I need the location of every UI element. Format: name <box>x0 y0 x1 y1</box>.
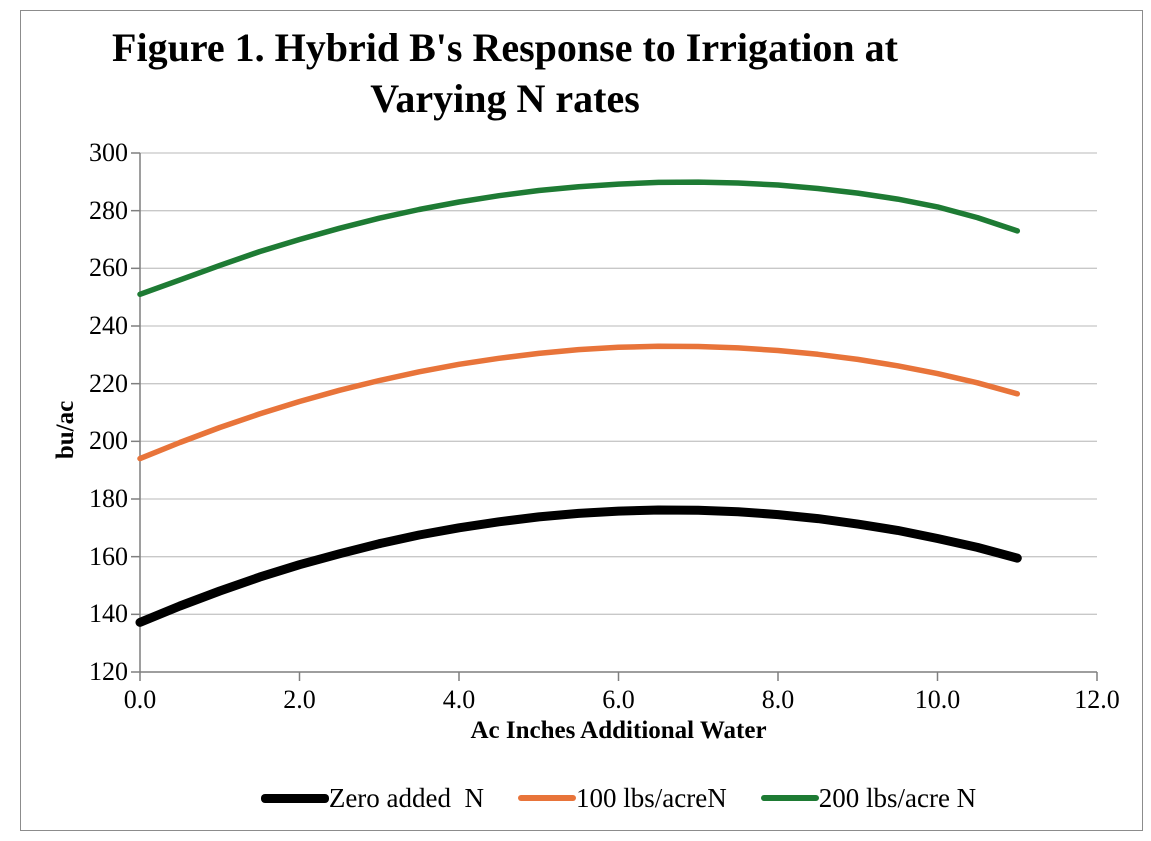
chart-frame <box>20 10 1143 831</box>
y-tick-label: 180 <box>89 484 128 513</box>
legend-label: 200 lbs/acre N <box>818 782 977 813</box>
x-tick-label: 8.0 <box>761 685 795 714</box>
chart-title-line1: Figure 1. Hybrid B's Response to Irrigat… <box>112 25 898 70</box>
x-tick-label: 12.0 <box>1074 685 1120 714</box>
y-tick-label: 280 <box>89 195 128 225</box>
chart-title-line2: Varying N rates <box>370 76 640 121</box>
series-line-1 <box>135 505 1022 627</box>
x-tick-label: 10.0 <box>914 685 961 714</box>
x-tick-label: 6.0 <box>602 685 635 714</box>
y-tick-label: 200 <box>89 426 128 456</box>
y-tick-label: 260 <box>89 253 128 283</box>
legend-line-sample <box>518 795 577 801</box>
x-axis-title: Ac Inches Additional Water <box>470 717 767 744</box>
y-tick-label: 140 <box>89 599 128 629</box>
series-line-2 <box>137 343 1021 462</box>
y-tick-label: 240 <box>89 311 128 340</box>
y-tick-label: 120 <box>89 657 128 686</box>
legend-item-3: 200 lbs/acre N <box>760 782 977 813</box>
legend-label: Zero added N <box>328 782 485 813</box>
chart-title: Figure 1. Hybrid B's Response to Irrigat… <box>70 22 940 124</box>
legend: Zero added N 100 lbs/acreN 200 lbs/acre N <box>140 776 1097 820</box>
y-tick-label: 160 <box>89 541 128 571</box>
x-tick-label: 4.0 <box>442 685 476 714</box>
x-tick-label: 0.0 <box>123 685 157 714</box>
legend-line-sample <box>760 795 819 801</box>
x-tick-label: 2.0 <box>283 685 316 714</box>
series-line-3 <box>137 179 1021 298</box>
legend-label: 100 lbs/acreN <box>576 782 727 813</box>
y-tick-label: 220 <box>89 368 128 398</box>
y-tick-label: 300 <box>89 138 128 167</box>
legend-line-sample <box>260 793 329 803</box>
legend-item-1: Zero added N <box>260 782 485 813</box>
legend-item-2: 100 lbs/acreN <box>518 782 727 813</box>
